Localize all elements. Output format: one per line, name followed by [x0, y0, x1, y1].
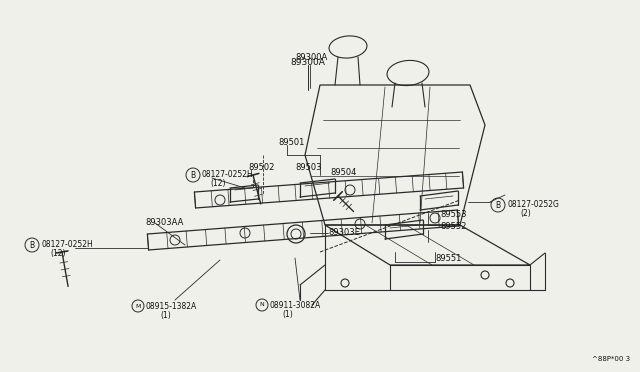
Text: 89503: 89503: [295, 163, 321, 172]
Text: 89504: 89504: [330, 168, 356, 177]
Text: 89502: 89502: [248, 163, 275, 172]
Text: (2): (2): [520, 209, 531, 218]
Text: (12): (12): [50, 249, 65, 258]
Text: 08127-0252H: 08127-0252H: [41, 240, 93, 249]
Text: B: B: [191, 170, 196, 180]
Text: (12): (12): [210, 179, 225, 188]
Text: 89551: 89551: [435, 254, 461, 263]
Text: 89303AA: 89303AA: [145, 218, 184, 227]
Text: 89553: 89553: [440, 210, 467, 219]
Text: 08911-3082A: 08911-3082A: [270, 301, 321, 310]
Text: 08915-1382A: 08915-1382A: [146, 302, 197, 311]
Circle shape: [287, 225, 305, 243]
Text: B: B: [29, 241, 35, 250]
Text: 89300A: 89300A: [290, 58, 325, 67]
Text: 08127-0252H: 08127-0252H: [202, 170, 253, 179]
Text: (1): (1): [160, 311, 171, 320]
Text: (1): (1): [282, 310, 292, 319]
Text: B: B: [495, 201, 500, 209]
Text: ^88P*00 3: ^88P*00 3: [592, 356, 630, 362]
Text: 89300A: 89300A: [295, 53, 327, 62]
Text: M: M: [135, 304, 141, 308]
Text: 08127-0252G: 08127-0252G: [507, 200, 559, 209]
Text: 89552: 89552: [440, 222, 467, 231]
Text: 89501: 89501: [278, 138, 305, 147]
Text: 89303E: 89303E: [328, 228, 360, 237]
Text: N: N: [260, 302, 264, 308]
